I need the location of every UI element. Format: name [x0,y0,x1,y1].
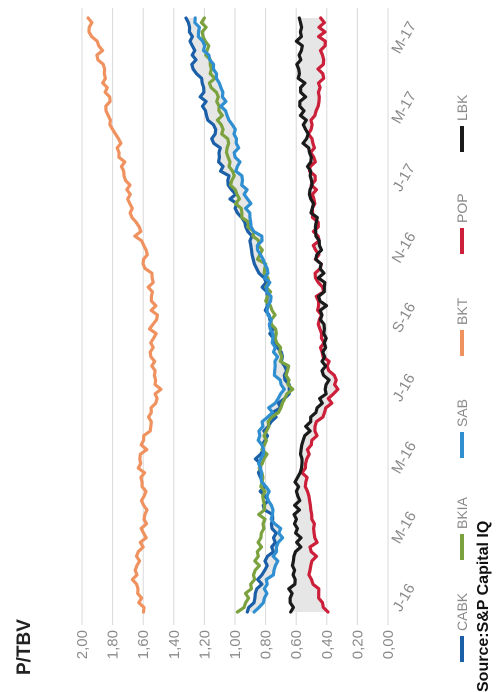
chart-title: P/TBV [14,619,35,675]
legend-label-bkia: BKIA [454,496,470,529]
x-tick-label: J-16 [389,581,418,615]
legend-label-bkt: BKT [454,297,470,325]
x-tick-label: S-16 [389,300,420,336]
x-tick-label: M-16 [388,509,420,547]
x-tick-label: M-16 [388,439,420,477]
y-tick-label: 0,60 [288,630,305,659]
legend-label-cabk: CABK [454,592,470,631]
legend-label-lbk: LBK [454,94,470,121]
x-tick-label: N-16 [389,229,420,266]
y-tick-label: 0,40 [319,630,336,659]
series-line-sab [193,16,286,614]
legend-label-sab: SAB [454,399,470,427]
y-tick-label: 0,00 [380,630,397,659]
legend-label-pop: POP [454,193,470,223]
y-tick-label: 1,20 [196,630,213,659]
x-tick-label: M-17 [388,89,420,127]
gridlines [81,8,389,625]
y-tick-label: 0,20 [349,630,366,659]
series-lines [86,16,340,614]
x-tick-label: J-16 [389,371,418,405]
y-axis-ticks: 2,00 1,80 1,60 1,40 1,20 1,00 0,80 0,60 0,40 0,20… [74,630,397,659]
y-tick-label: 0,80 [258,630,275,659]
series-line-lbk [287,16,331,614]
series-line-bkt [86,16,163,614]
y-tick-label: 1,00 [227,630,244,659]
y-tick-label: 1,40 [166,630,183,659]
chart-source: Source:S&P Capital IQ [475,521,492,692]
legend: CABK BKIA SAB BKT POP LBK [454,94,470,662]
x-tick-label: M-17 [388,19,420,57]
y-tick-label: 1,60 [135,630,152,659]
x-tick-label: J-17 [389,161,418,195]
y-tick-label: 1,80 [105,630,122,659]
x-axis-ticks: J-16 M-16 M-16 J-16 S-16 N-16 J-17 M-17 M-17 [388,19,420,615]
y-tick-label: 2,00 [74,630,91,659]
series-line-bkia [199,16,295,614]
